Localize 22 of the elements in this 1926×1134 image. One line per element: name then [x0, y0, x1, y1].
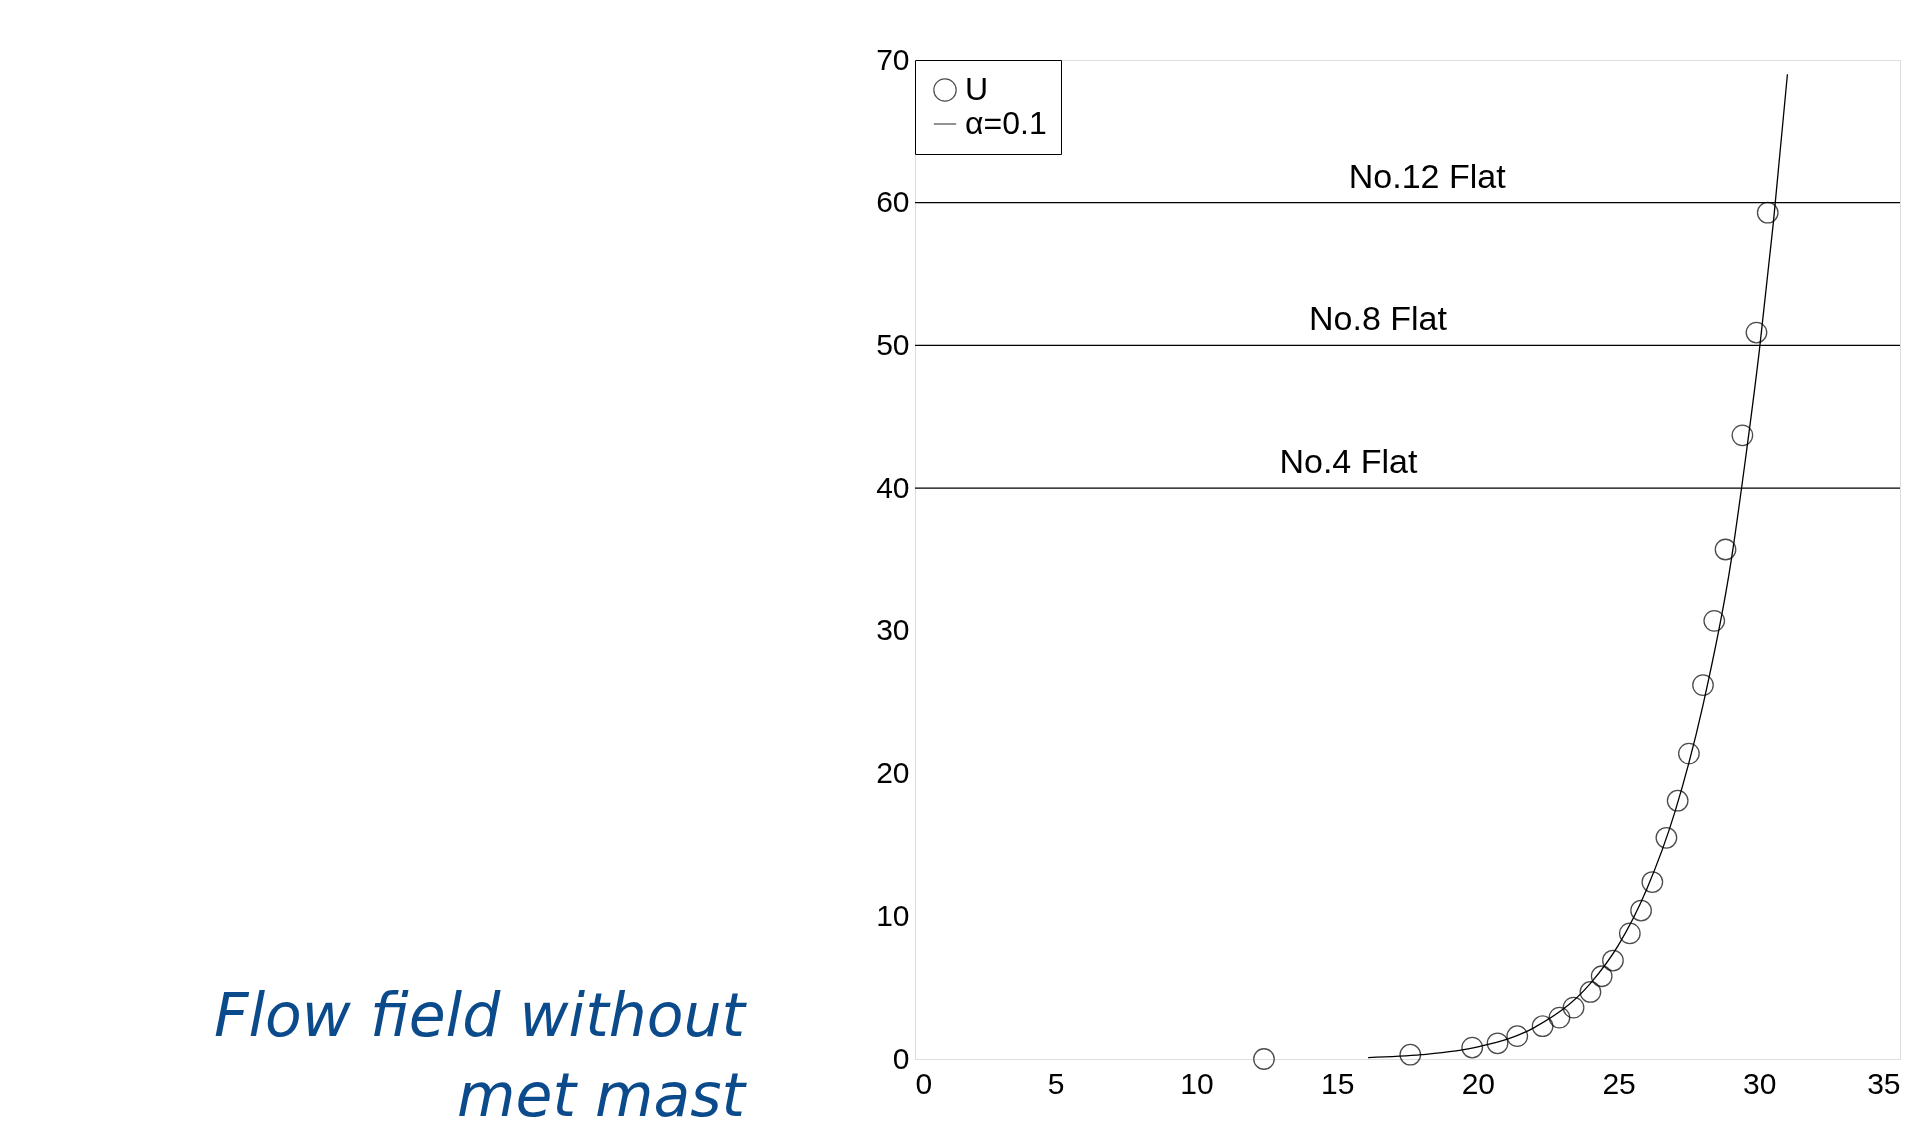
x-tick-label: 5	[1047, 1066, 1065, 1100]
ref-line-label: No.4 Flat	[1279, 442, 1418, 481]
y-tick-label: 30	[876, 613, 910, 647]
legend-label: U	[965, 71, 989, 107]
y-tick-label: 60	[876, 185, 910, 219]
legend-label: α=0.1	[965, 105, 1047, 141]
x-tick-label: 15	[1320, 1066, 1355, 1100]
y-tick-label: 40	[876, 470, 910, 504]
x-tick-label: 35	[1867, 1066, 1901, 1100]
y-tick-label: 10	[876, 898, 910, 932]
ref-line-label: No.12 Flat	[1348, 156, 1507, 195]
x-tick-label: 10	[1180, 1066, 1214, 1100]
x-tick-label: 30	[1743, 1066, 1777, 1100]
x-tick-label: 0	[915, 1066, 933, 1100]
x-tick-label: 25	[1602, 1066, 1636, 1100]
y-tick-label: 20	[876, 756, 910, 790]
y-tick-label: 0	[892, 1041, 910, 1075]
y-tick-label: 50	[876, 327, 910, 361]
x-tick-label: 20	[1461, 1066, 1496, 1100]
ref-line-label: No.8 Flat	[1308, 299, 1448, 338]
y-tick-label: 70	[876, 42, 910, 76]
text: Flow field without met mast	[213, 980, 748, 1130]
